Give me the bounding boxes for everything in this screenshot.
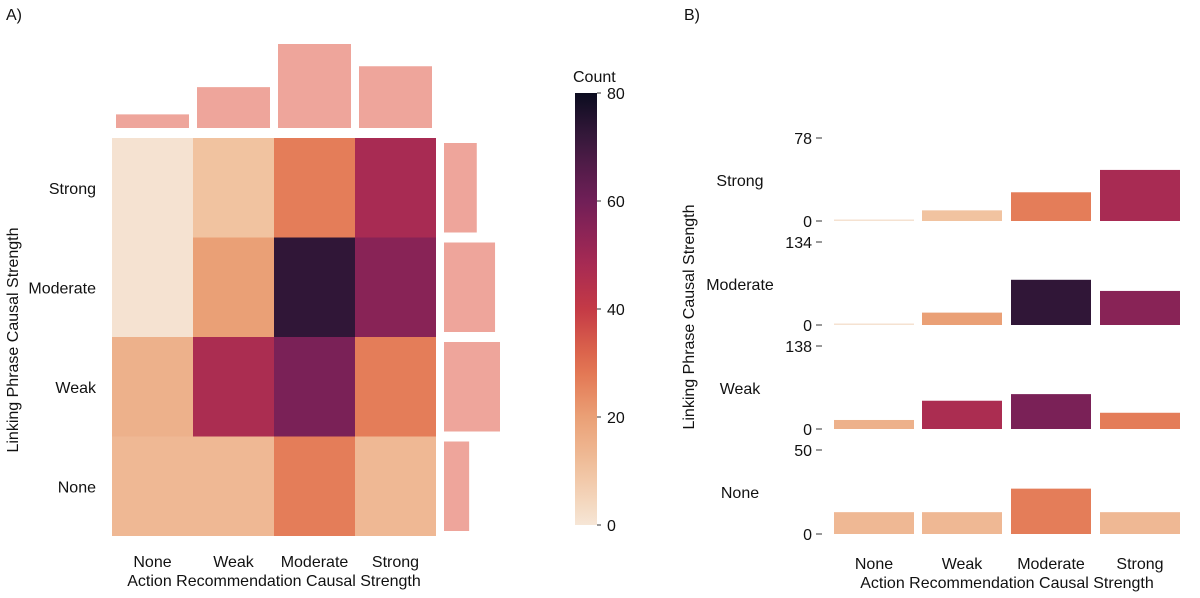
- panel-a-heatmap: Strong Moderate Weak None None Weak Moderate St…: [28, 44, 625, 571]
- heatmap-cell-moderate-weak: [193, 237, 274, 337]
- bar-x-tick-label: Strong: [1116, 556, 1163, 573]
- facet-y-tick-label: 0: [803, 318, 812, 335]
- facet-y-tick-label: 78: [794, 131, 812, 148]
- bar-x-tick-label: None: [855, 556, 893, 573]
- facet-label-moderate: Moderate: [706, 277, 774, 294]
- panel-a-y-axis-title: Linking Phrase Causal Strength: [5, 227, 22, 452]
- heatmap-cell-none-strong: [355, 436, 436, 536]
- colorbar-tick-label: 20: [607, 410, 625, 427]
- top-margin-bar-weak: [197, 87, 270, 128]
- colorbar-title: Count: [573, 69, 616, 86]
- heatmap-cell-weak-strong: [355, 337, 436, 437]
- heatmap-cell-strong-moderate: [274, 138, 355, 238]
- top-margin-bar-none: [116, 114, 189, 128]
- heatmap-cell-none-weak: [193, 436, 274, 536]
- bar-moderate-strong: [1100, 290, 1180, 325]
- heatmap-cell-moderate-none: [112, 237, 193, 337]
- heatmap-cell-none-none: [112, 436, 193, 536]
- facet-label-weak: Weak: [720, 381, 762, 398]
- facet-y-tick-label: 0: [803, 214, 812, 231]
- heatmap-cell-strong-strong: [355, 138, 436, 238]
- heatmap-x-tick-label: None: [133, 554, 171, 571]
- bar-none-none: [834, 512, 914, 534]
- heatmap-cell-weak-weak: [193, 337, 274, 437]
- bar-none-weak: [922, 512, 1002, 534]
- top-margin-bar-moderate: [278, 44, 351, 128]
- bar-weak-moderate: [1011, 394, 1091, 429]
- facet-label-strong: Strong: [716, 173, 763, 190]
- bar-strong-strong: [1100, 169, 1180, 221]
- heatmap-cell-moderate-strong: [355, 237, 436, 337]
- heatmap-y-tick-label: Moderate: [28, 280, 96, 297]
- top-margin-bar-strong: [359, 66, 432, 128]
- bar-none-moderate: [1011, 488, 1091, 534]
- heatmap-cell-strong-weak: [193, 138, 274, 238]
- colorbar: [575, 93, 597, 525]
- heatmap-y-tick-label: Strong: [49, 181, 96, 198]
- panel-b-x-axis-title: Action Recommendation Causal Strength: [860, 575, 1154, 592]
- facet-label-none: None: [721, 485, 759, 502]
- facet-y-tick-label: 134: [785, 235, 812, 252]
- bar-strong-none: [834, 219, 914, 221]
- heatmap-cell-moderate-moderate: [274, 237, 355, 337]
- bar-strong-weak: [922, 210, 1002, 221]
- facet-y-tick-label: 50: [794, 443, 812, 460]
- panel-a-x-axis-title: Action Recommendation Causal Strength: [127, 573, 421, 590]
- heatmap-x-tick-label: Strong: [372, 554, 419, 571]
- bar-moderate-moderate: [1011, 279, 1091, 325]
- heatmap-cell-strong-none: [112, 138, 193, 238]
- colorbar-tick-label: 80: [607, 86, 625, 103]
- heatmap-x-tick-label: Moderate: [281, 554, 349, 571]
- facet-y-tick-label: 138: [785, 339, 812, 356]
- bar-strong-moderate: [1011, 192, 1091, 221]
- bar-weak-weak: [922, 400, 1002, 429]
- right-margin-bar-strong: [444, 143, 477, 233]
- bar-none-strong: [1100, 512, 1180, 534]
- panel-a-label: A): [6, 7, 22, 24]
- colorbar-tick-label: 60: [607, 194, 625, 211]
- panel-b-y-axis-title: Linking Phrase Causal Strength: [681, 204, 698, 429]
- heatmap-y-tick-label: None: [58, 479, 96, 496]
- bar-x-tick-label: Weak: [942, 556, 984, 573]
- right-margin-bar-moderate: [444, 242, 496, 332]
- facet-y-tick-label: 0: [803, 422, 812, 439]
- heatmap-x-tick-label: Weak: [213, 554, 255, 571]
- bar-weak-none: [834, 419, 914, 429]
- right-margin-bar-weak: [444, 342, 500, 432]
- facet-y-tick-label: 0: [803, 527, 812, 544]
- panel-b-faceted-bars: 0 78 Strong 0 134 Moderate 0 138 Weak 0 50 None None…: [706, 131, 1180, 573]
- heatmap-cell-weak-moderate: [274, 337, 355, 437]
- bar-x-tick-label: Moderate: [1017, 556, 1085, 573]
- heatmap-y-tick-label: Weak: [55, 380, 97, 397]
- heatmap-cell-weak-none: [112, 337, 193, 437]
- bar-moderate-weak: [922, 312, 1002, 325]
- colorbar-tick-label: 0: [607, 518, 616, 535]
- right-margin-bar-none: [444, 441, 470, 531]
- colorbar-tick-label: 40: [607, 302, 625, 319]
- heatmap-cell-none-moderate: [274, 436, 355, 536]
- bar-weak-strong: [1100, 412, 1180, 429]
- bar-moderate-none: [834, 323, 914, 325]
- panel-b-label: B): [684, 7, 700, 24]
